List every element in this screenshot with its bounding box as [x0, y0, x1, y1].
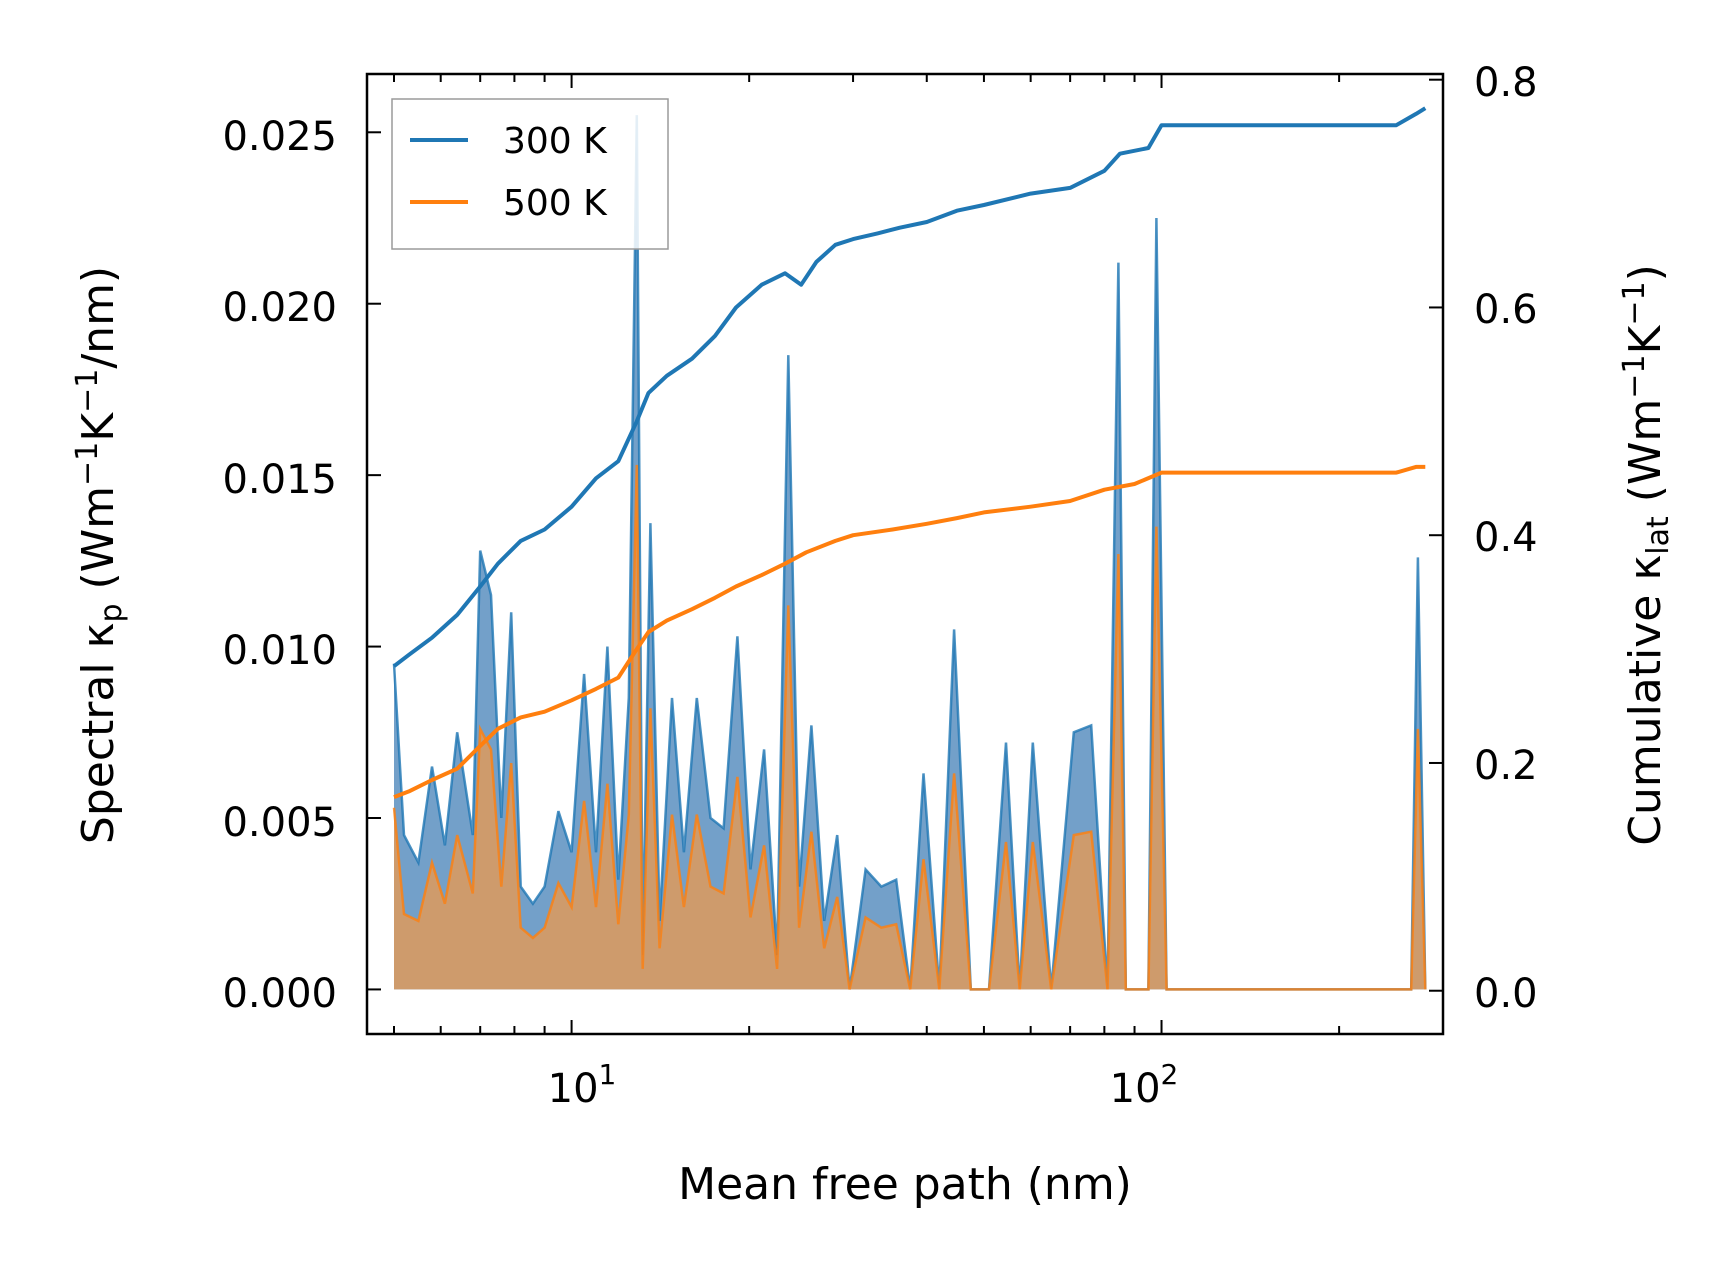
- y-right-axis-title: Cumulative κlat (Wm−1K−1): [1617, 264, 1676, 846]
- y-right-tick-label: 0.2: [1474, 743, 1538, 789]
- plot-frame: [365, 72, 1445, 1036]
- spectral-fills: [392, 115, 1427, 991]
- y-left-tick-label: 0.005: [222, 800, 337, 846]
- legend-label-500k: 500 K: [503, 183, 608, 224]
- y-left-tick-label: 0.010: [222, 628, 337, 674]
- x-tick-label-10-1: 101: [548, 1058, 617, 1112]
- spectral-line-500k: [392, 464, 1427, 991]
- y-left-tick-label: 0.000: [222, 971, 337, 1017]
- legend: 300 K 500 K: [391, 98, 669, 250]
- series-lines: [392, 106, 1427, 799]
- legend-label-300k: 300 K: [503, 121, 608, 162]
- cumulative-line-500k: [393, 464, 1426, 799]
- x-tick-label-10-2: 102: [1110, 1058, 1179, 1112]
- spectral-fill-500k: [394, 464, 1426, 990]
- y-right-tick-label: 0.6: [1474, 287, 1538, 333]
- y-right-tick-label: 0.4: [1474, 515, 1538, 561]
- legend-box: [391, 98, 669, 250]
- axis-ticks: [367, 74, 1444, 1034]
- cumulative-line-300k: [392, 106, 1427, 668]
- y-right-tick-label: 0.0: [1474, 971, 1538, 1017]
- y-right-tick-label: 0.8: [1474, 60, 1538, 106]
- y-left-axis-title: Spectral κp (Wm−1K−1/nm): [70, 266, 129, 844]
- y-left-tick-label: 0.020: [222, 285, 337, 331]
- y-left-tick-label: 0.015: [222, 457, 337, 503]
- x-axis-title: Mean free path (nm): [678, 1159, 1132, 1210]
- y-left-tick-label: 0.025: [222, 114, 337, 160]
